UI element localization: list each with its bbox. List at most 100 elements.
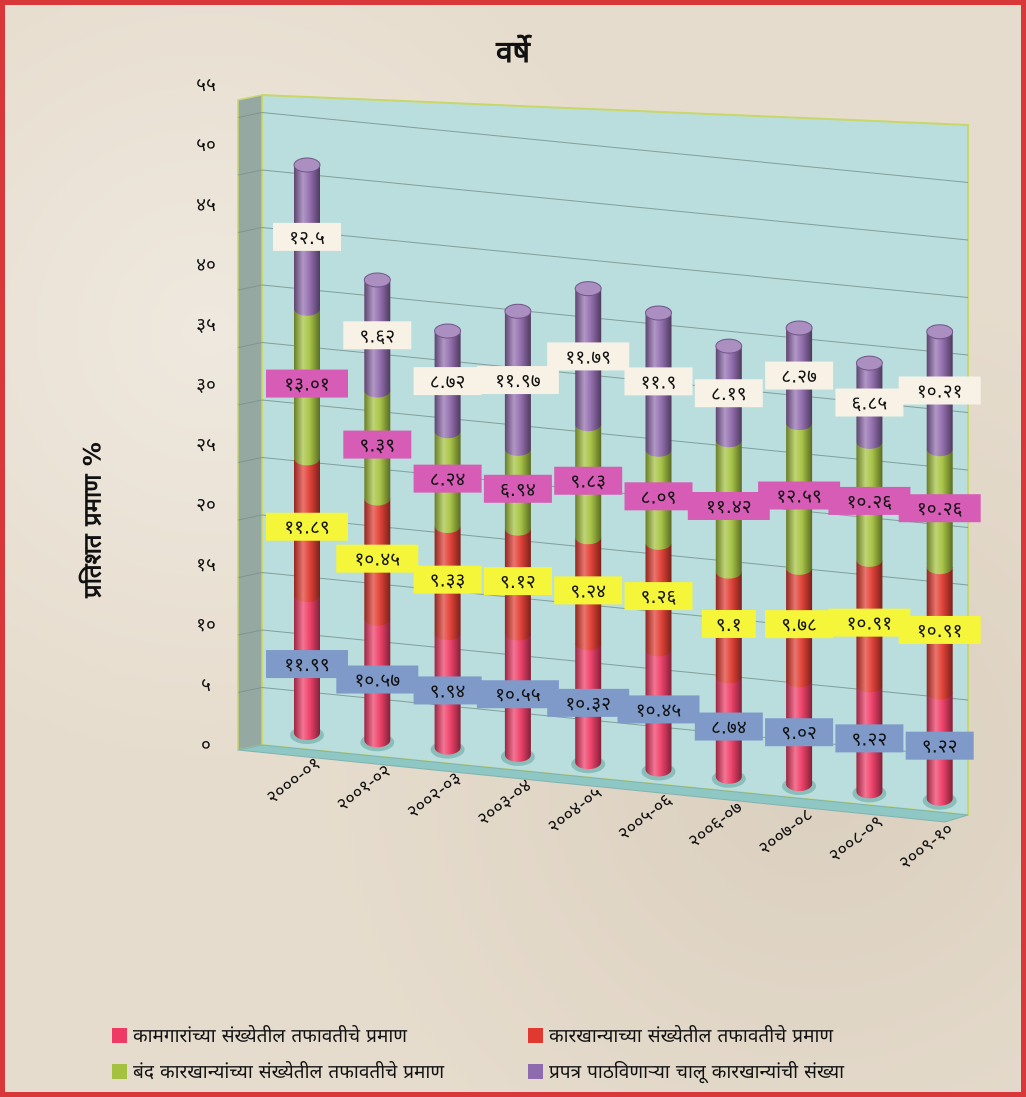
legend-item: प्रपत्र पाठविणाऱ्या चालू कारखान्यांची सं… [528,1058,844,1084]
data-label-text: ११.८९ [284,517,330,539]
data-label: १०.२१ [898,376,981,405]
y-tick-label: २० [196,494,216,516]
data-label: ९.२६ [624,582,693,611]
data-label-text: ११.७९ [565,346,611,368]
data-label: ८.७४ [694,712,763,741]
data-label-text: १०.९१ [917,620,963,642]
data-label: १०.३२ [547,688,630,717]
data-label: ६.८५ [835,388,904,417]
legend-swatch [528,1063,543,1079]
bar-top-cap [434,323,462,339]
data-label: ९.२२ [835,724,904,753]
y-axis-title: प्रतिशत प्रमाण % [78,442,107,598]
data-label-text: ९.७८ [781,614,817,636]
data-label: १०.२६ [828,486,911,515]
data-label-text: १०.९१ [847,613,893,635]
bar-top-cap [574,281,602,297]
data-label-text: ११.४२ [706,496,752,518]
data-label: ९.३३ [413,565,482,594]
data-label: ११.४२ [687,491,770,520]
gridline-side [237,284,263,291]
plot-floor [237,744,969,823]
data-label-text: १०.५५ [495,684,541,706]
data-label: ९.६२ [343,321,412,350]
gridline-side [237,514,263,521]
data-label-text: ९.०२ [781,722,817,744]
data-label-text: १३.०१ [284,374,330,396]
bar-top-cap [785,320,813,336]
x-tick-label: २००९-१० [895,819,957,874]
legend-label: कारखान्याच्या संख्येतील तफावतीचे प्रमाण [549,1025,834,1047]
data-label: ८.२४ [413,464,482,493]
data-label: ९.२४ [554,576,623,605]
gridline-side [237,227,263,233]
data-label-text: ९.२२ [852,728,888,750]
x-tick-label: २००३-०४ [473,775,535,830]
data-label: १०.९१ [828,608,911,637]
data-label-text: ९.२२ [922,736,958,758]
data-label: ८.१९ [694,379,763,408]
data-label-text: १०.४५ [355,549,401,571]
gridline-side [237,399,263,406]
legend-label: बंद कारखान्यांच्या संख्येतील तफावतीचे प्… [133,1061,445,1083]
data-label-text: ९.२६ [641,586,677,608]
x-tick-label: २००७-०८ [755,804,817,859]
data-label: १०.५५ [476,680,559,709]
data-label-text: ११.९ [641,371,677,393]
x-tick-label: २००६-०७ [684,797,746,852]
gridline [261,169,969,241]
bar-top-cap [645,305,672,321]
data-label-text: १०.३२ [565,693,611,715]
gridline-side [237,342,263,348]
data-label-text: ९.१२ [500,571,536,593]
data-label: १०.४५ [617,695,700,724]
gridline-side [237,687,263,693]
data-label-text: ६.८५ [852,393,888,415]
legend-item: कारखान्याच्या संख्येतील तफावतीचे प्रमाण [528,1022,833,1048]
x-tick-label: २००१-०२ [333,760,395,815]
bar-top-cap [855,355,883,371]
data-label: ९.२२ [905,731,974,760]
y-tick-label: ३० [196,374,216,396]
y-tick-label: ५ [201,674,211,696]
bar-top-cap [715,338,743,354]
plot-side-wall [237,94,263,751]
data-label: १२.५ [273,222,341,251]
y-tick-label: १० [196,614,216,636]
data-label: ८.७२ [413,367,482,396]
data-label: ९.७८ [765,610,834,639]
data-label-text: ८.०९ [641,486,677,508]
legend-label: कामगारांच्या संख्येतील तफावतीचे प्रमाण [133,1025,407,1047]
y-tick-label: २५ [196,434,216,456]
data-label-text: १०.५७ [355,670,401,692]
bar-top-cap [926,324,954,340]
gridline [261,227,969,298]
legend-item: कामगारांच्या संख्येतील तफावतीचे प्रमाण [112,1022,407,1048]
y-tick-label: ४० [196,254,216,276]
data-label: ११.८९ [266,512,348,541]
data-label-text: १२.५९ [776,486,822,508]
y-tick-label: ४५ [196,194,216,216]
gridline-side [237,457,263,463]
data-label: १२.५९ [758,481,841,510]
data-label: १०.५७ [336,665,419,694]
gridline [261,112,969,183]
data-label-text: ११.९९ [284,654,330,676]
data-label: ८.०९ [624,482,693,511]
x-tick-label: २०००-०१ [262,753,324,808]
data-label: ६.९४ [483,474,552,503]
data-label-text: १०.२६ [847,491,893,513]
legend-label: प्रपत्र पाठविणाऱ्या चालू कारखान्यांची सं… [549,1061,845,1083]
data-label-text: १०.४५ [636,699,682,721]
y-tick-label: ५० [196,134,216,156]
data-label-text: ८.१९ [711,383,747,405]
data-label-text: ८.७२ [430,371,466,393]
y-tick-label: ३५ [196,314,216,336]
legend-swatch [112,1027,127,1043]
data-label-text: ८.२४ [430,469,466,491]
data-label: ९.३९ [343,430,412,459]
data-label: ९.१ [701,609,756,638]
data-label-text: ९.६२ [359,325,395,347]
data-label-text: ९.८३ [570,471,606,493]
